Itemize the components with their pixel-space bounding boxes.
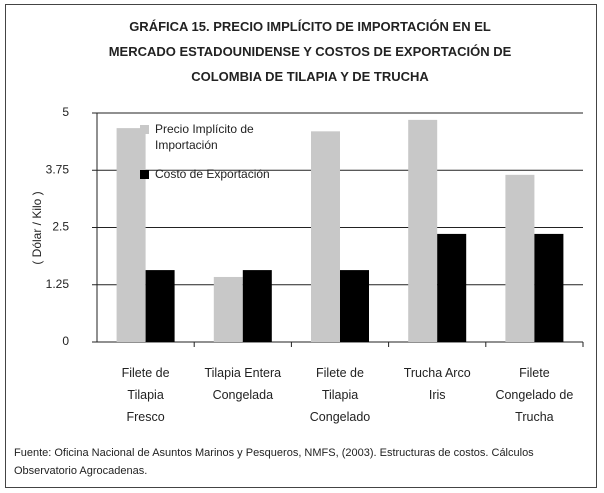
y-tick-label: 5 [62, 105, 69, 119]
y-tick-label: 3.75 [46, 162, 70, 176]
legend-label: Precio Implícito de Importación [155, 122, 254, 152]
legend-swatch [140, 170, 149, 179]
bar [213, 276, 243, 342]
y-tick-label: 1.25 [46, 277, 70, 291]
y-axis-label: ( Dólar / Kilo ) [30, 191, 44, 264]
bar [408, 119, 438, 343]
source-note: Fuente: Oficina Nacional de Asuntos Mari… [14, 447, 534, 477]
bar [340, 270, 369, 342]
bar [505, 174, 535, 342]
x-tick-label: Tilapia Entera Congelada [204, 366, 282, 402]
bar [145, 270, 175, 342]
bar [116, 128, 146, 342]
legend-label: Costo de Exportación [155, 167, 270, 181]
y-tick-label: 0 [62, 334, 69, 348]
bar [437, 233, 467, 342]
y-tick-label: 2.5 [52, 220, 69, 234]
bar [534, 233, 564, 342]
bar [311, 131, 340, 342]
x-tick-label: Trucha Arco Iris [403, 366, 471, 402]
x-tick-label: Filete Congelado de Trucha [495, 366, 574, 424]
legend-swatch [140, 125, 149, 134]
x-tick-label: Filete de Tilapia Fresco [121, 366, 170, 424]
chart-title: GRÁFICA 15. PRECIO IMPLÍCITO DE IMPORTAC… [108, 19, 512, 84]
x-tick-label: Filete de Tilapia Congelado [309, 366, 371, 424]
bar [242, 270, 272, 342]
frame [5, 4, 597, 488]
